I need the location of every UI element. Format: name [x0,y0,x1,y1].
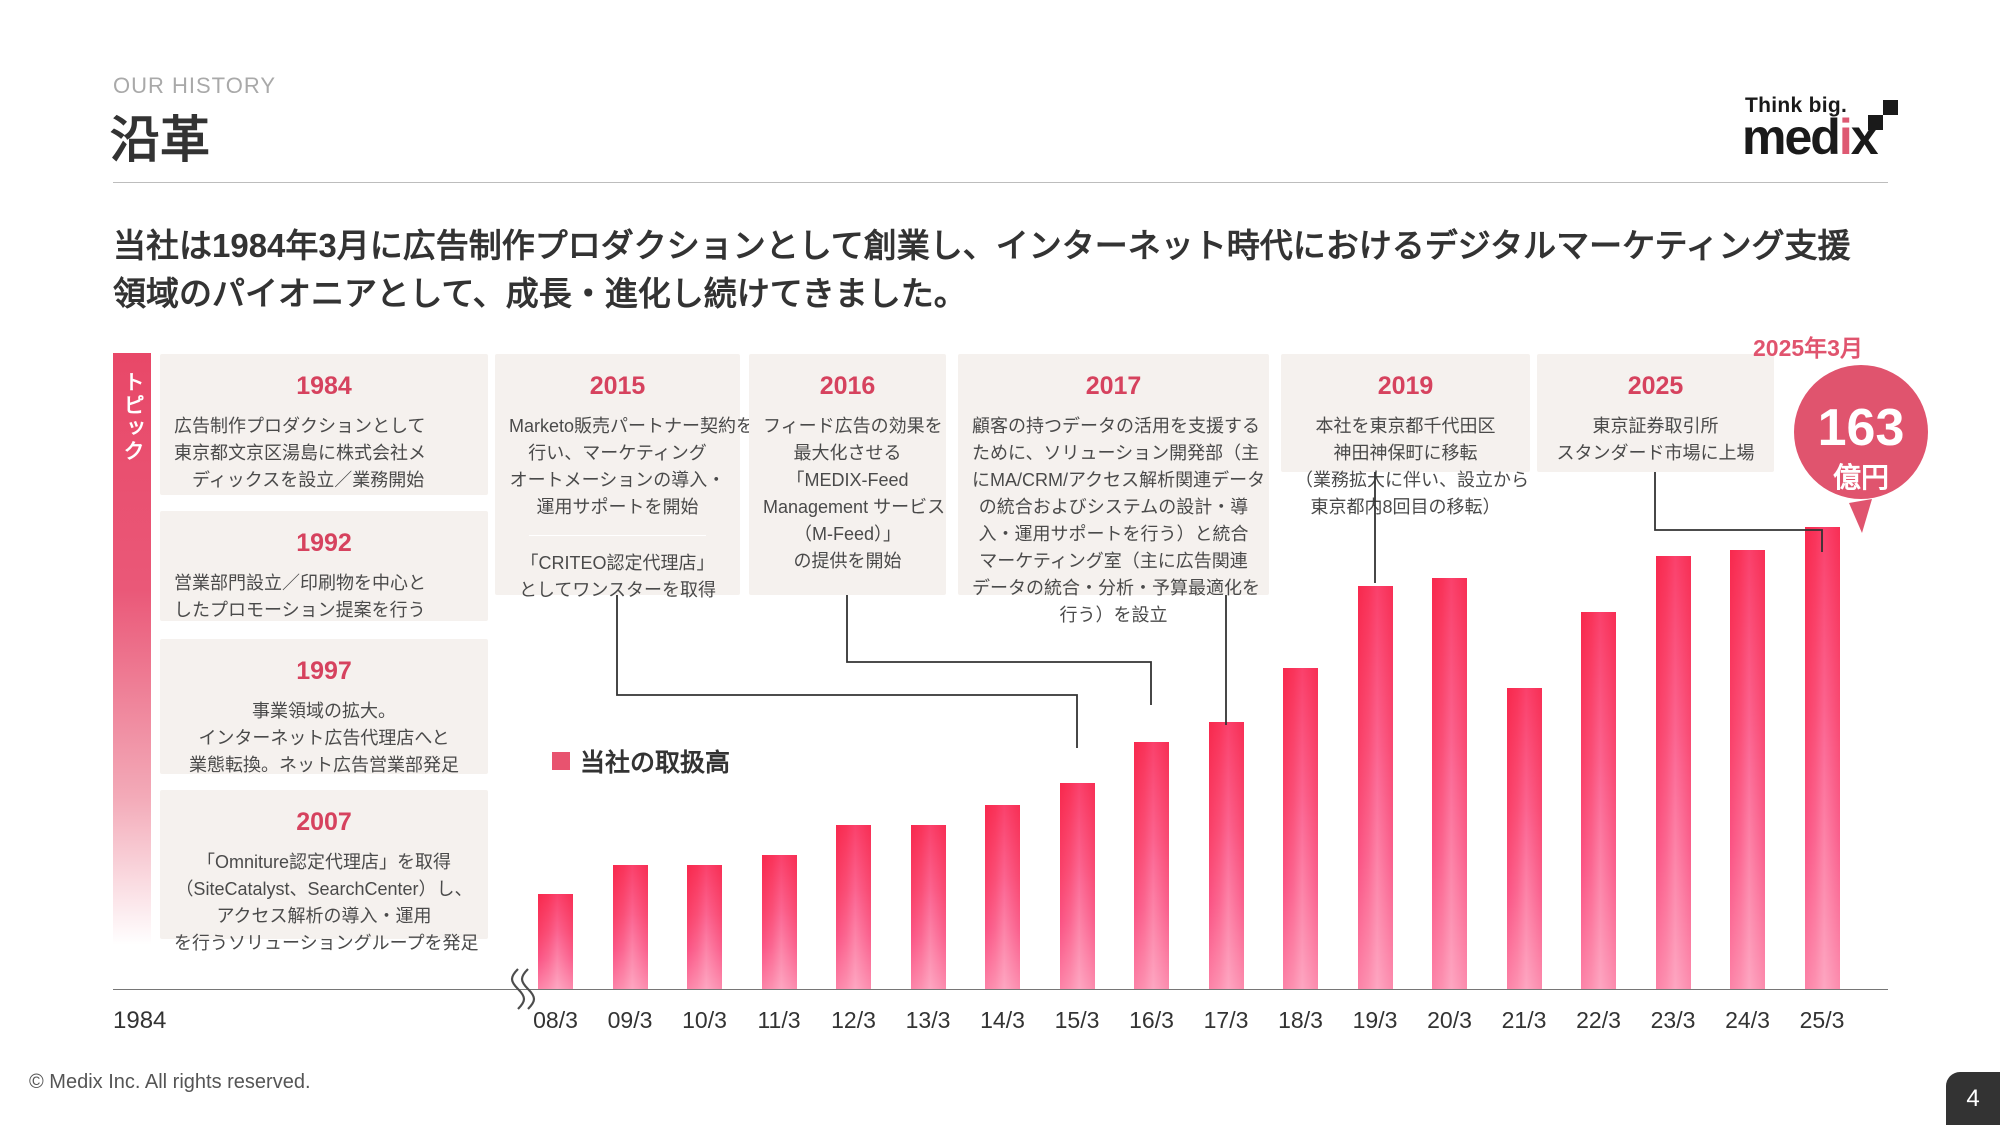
svg-text:163: 163 [1818,399,1905,457]
svg-text:億円: 億円 [1833,462,1889,493]
